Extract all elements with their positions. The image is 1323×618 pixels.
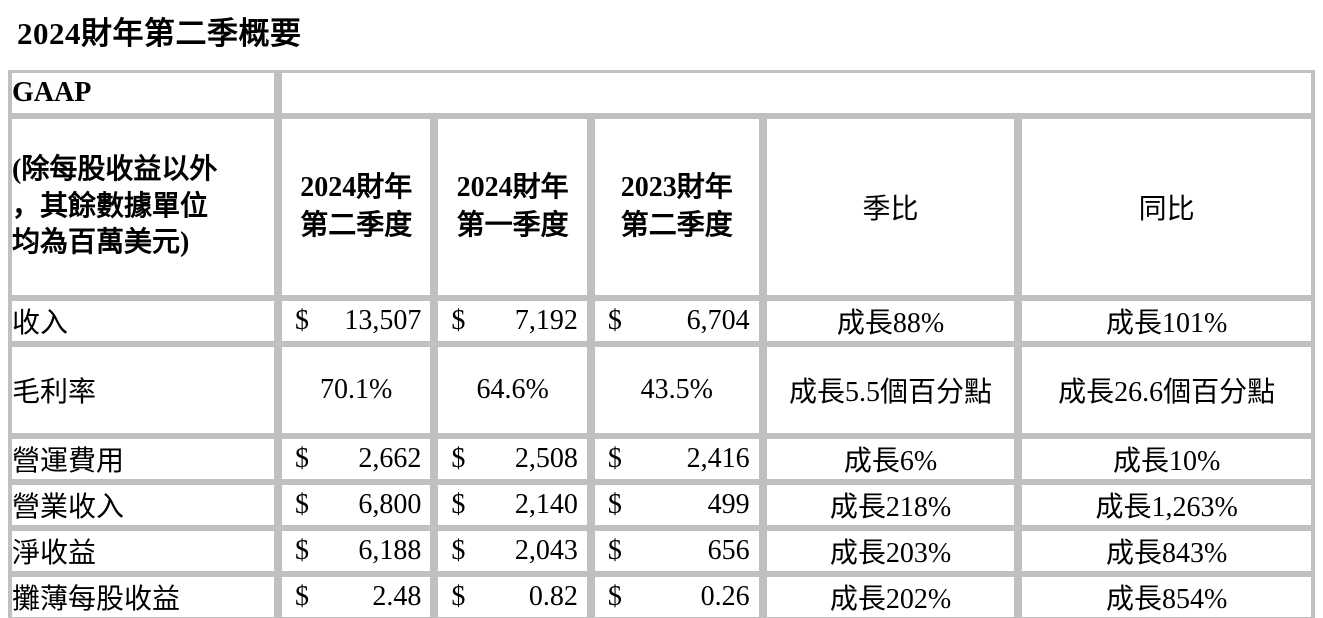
section-label-gaap: GAAP: [8, 70, 278, 116]
row-label: 毛利率: [8, 344, 278, 436]
currency-symbol: $: [451, 489, 466, 520]
yoy-cell: 成長101%: [1018, 298, 1315, 344]
col-header-q1-fy2024: 2024財年 第一季度: [434, 116, 591, 298]
section-header-row: GAAP: [8, 70, 1315, 116]
row-label: 營業收入: [8, 482, 278, 528]
row-label: 營運費用: [8, 436, 278, 482]
table-row-operating-expenses: 營運費用 $ 2,662 $ 2,508 $ 2,416 成長6%: [8, 436, 1315, 482]
currency-symbol: $: [607, 581, 622, 612]
currency-symbol: $: [294, 305, 309, 336]
currency-symbol: $: [294, 489, 309, 520]
amount: 499: [707, 489, 750, 520]
value-cell: 43.5%: [590, 344, 763, 436]
value-cell: $ 2,662: [277, 436, 435, 482]
gaap-summary-table: GAAP (除每股收益以外 ，其餘數據單位 均為百萬美元) 2024財年 第二季…: [8, 70, 1315, 618]
value-cell: $ 13,507: [277, 298, 435, 344]
currency-symbol: $: [451, 581, 466, 612]
value-cell: $ 499: [590, 482, 763, 528]
yoy-cell: 成長10%: [1018, 436, 1315, 482]
page-title: 2024財年第二季概要: [17, 16, 302, 51]
yoy-cell: 成長26.6個百分點: [1018, 344, 1315, 436]
qoq-cell: 成長203%: [762, 528, 1019, 574]
row-label: 收入: [8, 298, 278, 344]
qoq-cell: 成長6%: [762, 436, 1019, 482]
column-header-row: (除每股收益以外 ，其餘數據單位 均為百萬美元) 2024財年 第二季度 202…: [8, 116, 1315, 298]
col-header-q2-fy2024: 2024財年 第二季度: [277, 116, 435, 298]
amount: 0.82: [528, 581, 578, 612]
amount: 656: [707, 535, 750, 566]
table-row-revenue: 收入 $ 13,507 $ 7,192 $ 6,704 成長88%: [8, 298, 1315, 344]
value-cell: $ 2,140: [434, 482, 591, 528]
amount: 2,140: [514, 489, 578, 520]
currency-symbol: $: [607, 305, 622, 336]
yoy-cell: 成長843%: [1018, 528, 1315, 574]
qoq-cell: 成長88%: [762, 298, 1019, 344]
value-cell: $ 2.48: [277, 574, 435, 618]
value-cell: $ 2,043: [434, 528, 591, 574]
yoy-cell: 成長1,263%: [1018, 482, 1315, 528]
value-cell: $ 656: [590, 528, 763, 574]
value-cell: 64.6%: [434, 344, 591, 436]
value-cell: $ 2,508: [434, 436, 591, 482]
amount: 0.26: [700, 581, 750, 612]
amount: 6,188: [358, 535, 422, 566]
col-header-yoy: 同比: [1018, 116, 1315, 298]
amount: 2,508: [514, 443, 578, 474]
table-row-net-income: 淨收益 $ 6,188 $ 2,043 $ 656 成長203%: [8, 528, 1315, 574]
amount: 6,800: [358, 489, 422, 520]
amount: 6,704: [686, 305, 750, 336]
row-label: 淨收益: [8, 528, 278, 574]
col-header-q2-fy2023: 2023財年 第二季度: [590, 116, 763, 298]
value-cell: $ 2,416: [590, 436, 763, 482]
unit-note-cell: (除每股收益以外 ，其餘數據單位 均為百萬美元): [8, 116, 278, 298]
currency-symbol: $: [607, 443, 622, 474]
currency-symbol: $: [294, 535, 309, 566]
value-cell: $ 6,704: [590, 298, 763, 344]
qoq-cell: 成長5.5個百分點: [762, 344, 1019, 436]
value-cell: $ 0.82: [434, 574, 591, 618]
currency-symbol: $: [294, 443, 309, 474]
col-header-qoq: 季比: [762, 116, 1019, 298]
amount: 2.48: [372, 581, 422, 612]
currency-symbol: $: [451, 305, 466, 336]
value-cell: $ 0.26: [590, 574, 763, 618]
amount: 2,043: [514, 535, 578, 566]
currency-symbol: $: [294, 581, 309, 612]
section-header-spacer: [277, 70, 1315, 116]
currency-symbol: $: [607, 489, 622, 520]
table-row-operating-income: 營業收入 $ 6,800 $ 2,140 $ 499 成長218%: [8, 482, 1315, 528]
currency-symbol: $: [451, 535, 466, 566]
amount: 7,192: [514, 305, 578, 336]
value-cell: $ 7,192: [434, 298, 591, 344]
yoy-cell: 成長854%: [1018, 574, 1315, 618]
amount: 13,507: [344, 305, 422, 336]
currency-symbol: $: [451, 443, 466, 474]
amount: 2,662: [358, 443, 422, 474]
currency-symbol: $: [607, 535, 622, 566]
value-cell: 70.1%: [277, 344, 435, 436]
table-row-diluted-eps: 攤薄每股收益 $ 2.48 $ 0.82 $ 0.26 成長202%: [8, 574, 1315, 618]
value-cell: $ 6,188: [277, 528, 435, 574]
qoq-cell: 成長218%: [762, 482, 1019, 528]
amount: 2,416: [686, 443, 750, 474]
table-row-gross-margin: 毛利率 70.1% 64.6% 43.5% 成長5.5個百分點 成長26.6個百…: [8, 344, 1315, 436]
value-cell: $ 6,800: [277, 482, 435, 528]
row-label: 攤薄每股收益: [8, 574, 278, 618]
qoq-cell: 成長202%: [762, 574, 1019, 618]
